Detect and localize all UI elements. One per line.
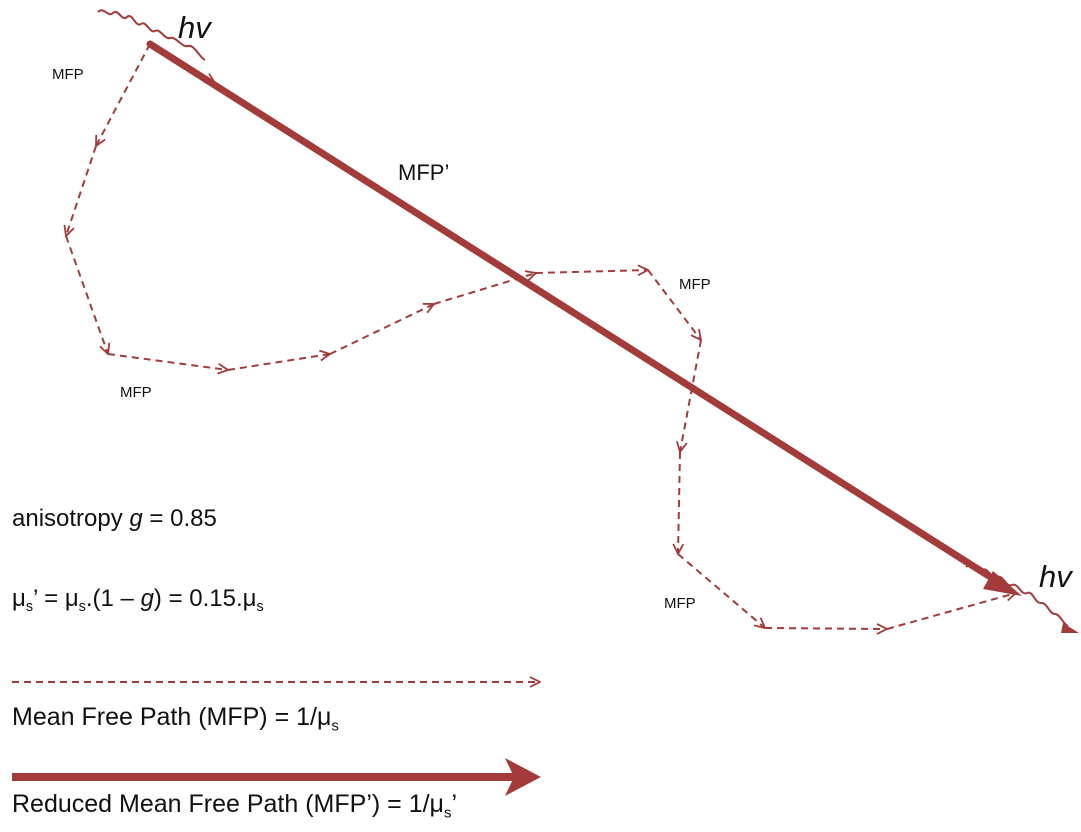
- mfp-step: [227, 354, 330, 371]
- mfp-label-3: MFP: [679, 276, 711, 293]
- mfp-step: [680, 339, 702, 452]
- mfp-step: [764, 628, 887, 629]
- legend-solid-arrowhead: [505, 758, 541, 796]
- mfp-step: [66, 145, 97, 236]
- mfp-step: [433, 273, 536, 305]
- mfp-step: [535, 270, 648, 273]
- incoming-photon-wave: [97, 9, 206, 61]
- outgoing-photon-wave: [965, 564, 1069, 627]
- mfp-step: [886, 593, 1016, 630]
- mfp-label-1: MFP: [52, 66, 84, 83]
- mfp-random-walk: [12, 43, 1016, 682]
- mfp-step: [96, 43, 151, 146]
- photon-in-label: hv: [178, 10, 212, 45]
- reduced-mfp-arrow: [146, 40, 1007, 589]
- mfp-step: [65, 235, 108, 354]
- mfp-prime-label: MFP’: [398, 160, 449, 185]
- reduced-scattering-formula: μs’ = μs.(1 – g) = 0.15.μs: [12, 585, 264, 616]
- anisotropy-text: anisotropy g = 0.85: [12, 505, 217, 532]
- mfp-step: [678, 451, 680, 554]
- legend-reduced-mfp-label: Reduced Mean Free Path (MFP’) = 1/μs’: [12, 790, 458, 822]
- photon-out-label: hv: [1039, 559, 1073, 594]
- mfp-step: [107, 353, 228, 370]
- outgoing-photon-arrowhead: [1061, 623, 1079, 633]
- mfp-step: [677, 553, 765, 628]
- mfp-label-4: MFP: [664, 595, 696, 612]
- mfp-label-2: MFP: [120, 384, 152, 401]
- mfp-step: [329, 304, 434, 355]
- legend-mfp-label: Mean Free Path (MFP) = 1/μs: [12, 703, 339, 735]
- mfp-step: [647, 269, 701, 340]
- mfp-step: [149, 43, 215, 83]
